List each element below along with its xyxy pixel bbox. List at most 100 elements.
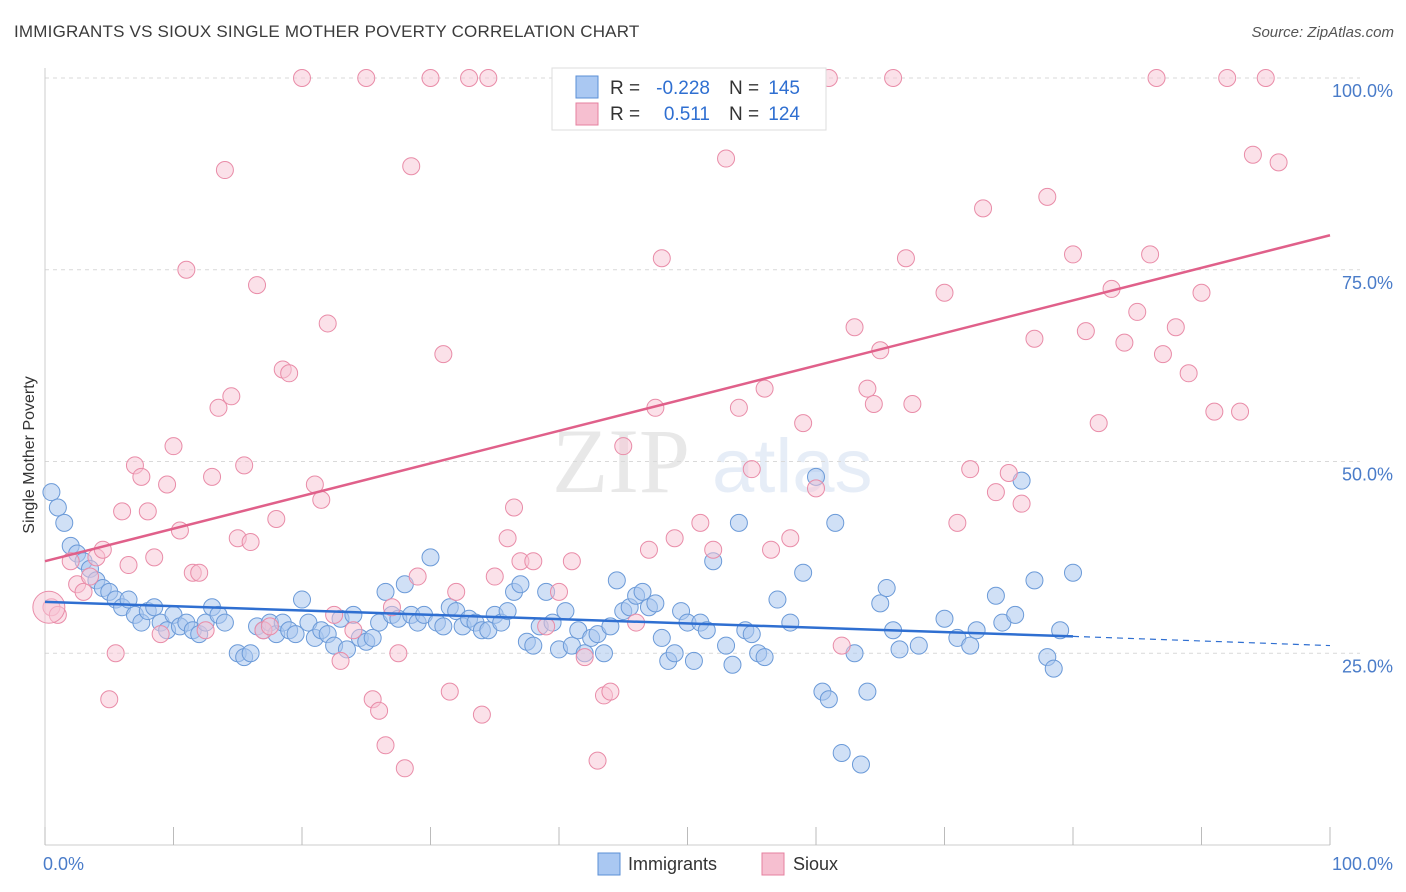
immigrants-point [871,594,890,613]
sioux-point [132,467,151,486]
immigrants-point [1044,659,1063,678]
sioux-point [215,161,234,180]
immigrants-point [832,743,851,762]
immigrants-point [55,513,74,532]
sioux-point [74,582,93,601]
sioux-point [260,617,279,636]
sioux-trend-line [44,234,1331,563]
sioux-point [832,636,851,655]
immigrants-point [421,548,440,567]
sioux-point [196,621,215,640]
sioux-point [318,314,337,333]
sioux-point [1192,283,1211,302]
chart-title: IMMIGRANTS VS SIOUX SINGLE MOTHER POVERT… [14,22,640,41]
sioux-point [222,387,241,406]
sioux-point [447,582,466,601]
legend-r-value-sioux: 0.511 [664,104,710,125]
sioux-point [1231,402,1250,421]
immigrants-point [286,625,305,644]
sioux-point [896,249,915,268]
sioux-point [505,498,524,517]
immigrants-point [1006,605,1025,624]
sioux-point [376,736,395,755]
immigrants-point [524,636,543,655]
sioux-point [145,548,164,567]
sioux-point [1089,414,1108,433]
immigrants-point [498,602,517,621]
sioux-point [1153,345,1172,364]
x-tick-label: 100.0% [1332,854,1393,874]
sioux-point [106,644,125,663]
immigrants-point [1025,571,1044,590]
sioux-point [241,533,260,552]
immigrants-point [293,590,311,609]
immigrants-point [145,598,164,617]
sioux-point [562,552,581,571]
immigrants-point [781,613,800,632]
immigrants-point [967,621,986,640]
sioux-point [389,644,408,663]
immigrants-point [986,586,1005,605]
grid-lines [45,77,1360,654]
bottom-legend-swatch-sioux [761,852,785,876]
sioux-point [498,529,517,548]
correlation-legend: R = -0.228 N = 145 R = 0.511 N = 124 [551,67,827,131]
legend-swatch-sioux [575,102,599,126]
sioux-point [331,651,350,670]
sioux-point [434,345,453,364]
sioux-point [884,69,903,87]
immigrants-point [1064,563,1082,582]
sioux-point [665,529,684,548]
legend-r-value-immigrants: -0.228 [656,78,710,99]
immigrants-point [241,644,260,663]
sioux-point [1205,402,1224,421]
sioux-point [1256,69,1275,87]
sioux-point [325,605,344,624]
immigrants-point [48,498,67,517]
sioux-point [1141,245,1160,264]
immigrants-point [729,513,748,532]
sioux-point [550,582,568,601]
sioux-point [357,69,376,87]
sioux-point [1243,145,1262,164]
immigrants-point [768,590,787,609]
immigrants-point [652,628,671,647]
immigrants-point [826,513,845,532]
sioux-point [421,69,440,87]
sioux-point [1269,153,1288,172]
immigrants-point [646,594,665,613]
immigrants-point [723,655,742,674]
sioux-point [248,276,267,295]
immigrants-point [755,648,774,667]
sioux-point [203,467,222,486]
immigrants-trend-extension [1072,635,1331,647]
sioux-point [113,502,132,521]
sioux-point [974,199,993,218]
sioux-point [190,563,209,582]
immigrants-point [742,625,761,644]
sioux-point [1025,329,1044,348]
sioux-point [524,552,543,571]
sioux-point [588,751,607,770]
bottom-legend-swatch-immigrants [597,852,621,876]
immigrants-point [697,621,716,640]
sioux-point [119,556,138,575]
y-tick-label: 50.0% [1342,465,1393,485]
sioux-point [858,379,877,398]
legend-n-label: N = [729,78,759,99]
sioux-point [151,625,170,644]
sioux-point [344,621,363,640]
immigrants-point [877,579,896,598]
tick-labels: 25.0% 50.0% 75.0% 100.0% 0.0% 100.0% [43,81,1393,874]
legend-r-label: R = [610,78,640,99]
immigrants-point [556,602,575,621]
sioux-point [1064,245,1082,264]
immigrants-point [909,636,928,655]
sioux-point [1179,364,1198,383]
immigrants-point [665,644,684,663]
sioux-point [903,394,922,413]
immigrants-point [684,651,703,670]
sioux-point [1038,187,1057,206]
sioux-point [280,364,299,383]
